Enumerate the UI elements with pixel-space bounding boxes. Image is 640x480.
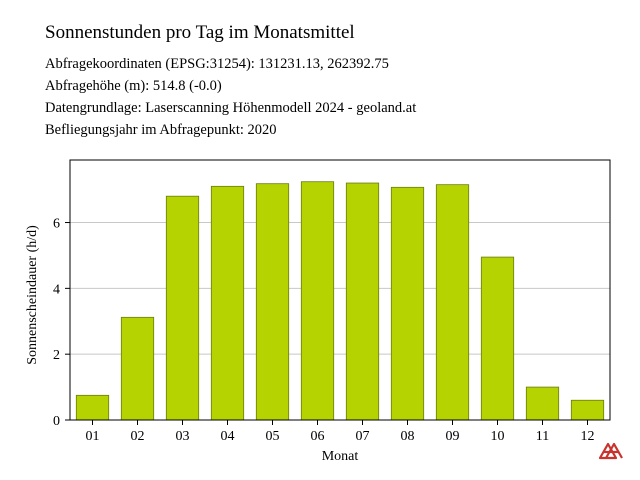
x-tick-label: 11 [536,429,549,444]
x-tick-label: 12 [581,429,595,444]
bar-05 [255,183,290,421]
y-tick-label: 0 [53,414,60,429]
bar-04 [210,185,245,421]
info-flight-year: Befliegungsjahr im Abfragepunkt: 2020 [45,122,277,138]
x-tick-label: 07 [356,429,370,444]
x-tick-label: 10 [491,429,505,444]
x-axis-label: Monat [322,449,359,464]
x-tick-label: 04 [221,429,235,444]
plot-frame [69,159,611,421]
x-tick-label: 02 [131,429,145,444]
x-tick-label: 06 [311,429,325,444]
y-tick-label: 6 [53,217,60,232]
bar-10 [480,256,515,421]
x-tick-label: 08 [401,429,415,444]
bar-08 [390,186,425,421]
bar-12 [570,399,605,421]
bar-07 [345,182,380,421]
y-tick-label: 2 [53,348,60,363]
chart-title: Sonnenstunden pro Tag im Monatsmittel [45,22,355,43]
info-data-source: Datengrundlage: Laserscanning Höhenmodel… [45,100,417,116]
x-tick-label: 05 [266,429,280,444]
x-tick-label: 09 [446,429,460,444]
bar-09 [435,184,470,421]
y-axis-label: Sonnenscheindauer (h/d) [25,225,40,365]
bar-11 [525,386,560,421]
info-coordinates: Abfragekoordinaten (EPSG:31254): 131231.… [45,56,389,72]
x-tick-label: 01 [86,429,100,444]
red-geometric-logo-icon [598,442,623,460]
x-tick-label: 03 [176,429,190,444]
bar-06 [300,181,335,421]
bar-02 [120,316,155,421]
info-elevation: Abfragehöhe (m): 514.8 (-0.0) [45,78,222,94]
bar-03 [165,195,200,421]
bar-01 [75,394,110,421]
y-tick-label: 4 [53,282,60,297]
